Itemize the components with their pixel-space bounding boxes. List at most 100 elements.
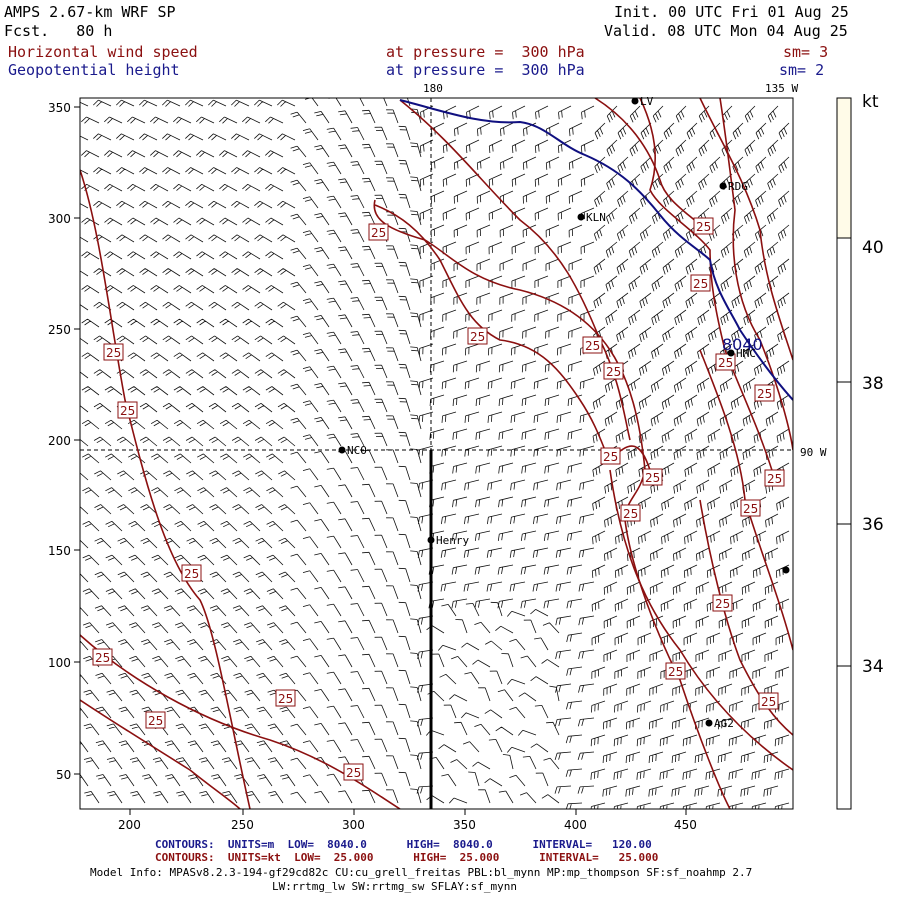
- speed-contour-8: [639, 98, 776, 481]
- field2-level: at pressure = 300 hPa: [386, 61, 585, 79]
- station-marker-rdg: [719, 182, 727, 190]
- field2-smoothing: sm= 2: [779, 61, 825, 79]
- speed-label: 25: [645, 471, 660, 485]
- speed-contour-13: [719, 98, 793, 451]
- speed-label: 25: [718, 356, 733, 370]
- x-tick-250: 250: [231, 818, 254, 832]
- speed-label-box: [642, 468, 663, 486]
- speed-label: 25: [743, 502, 758, 516]
- speed-label-box: [758, 692, 779, 710]
- y-tick-200: 200: [48, 434, 71, 448]
- speed-label: 25: [693, 277, 708, 291]
- speed-contour-9: [699, 98, 793, 361]
- speed-contour-2: [80, 634, 401, 809]
- station-label-kln: KLN: [586, 211, 606, 224]
- forecast-hour: Fcst. 80 h: [4, 22, 113, 40]
- field1-smoothing: sm= 3: [783, 43, 829, 61]
- y-axis-ticks: 50 100 150 200 250 300 350: [48, 101, 80, 782]
- speed-label: 25: [346, 766, 361, 780]
- speed-label: 25: [120, 404, 135, 418]
- speed-label-box: [693, 217, 714, 235]
- speed-contour-7: [594, 98, 701, 226]
- colorbar: kt 40 38 36 34: [836, 92, 884, 810]
- speed-label: 25: [106, 346, 121, 360]
- speed-label-box: [103, 343, 124, 361]
- speed-label-box: [690, 274, 711, 292]
- footer-model-info: Model Info: MPASv8.2.3-194-gf29cd82c CU:…: [90, 866, 753, 879]
- speed-label-box: [603, 362, 624, 380]
- footer-physics: LW:rrtmg_lw SW:rrtmg_sw SFLAY:sf_mynn: [272, 880, 518, 893]
- y-tick-250: 250: [48, 323, 71, 337]
- speed-label-box: [754, 384, 775, 402]
- speed-label-box: [145, 711, 166, 729]
- field1-title: Horizontal wind speed: [8, 43, 198, 61]
- x-tick-450: 450: [674, 818, 697, 832]
- station-marker-nco: [338, 446, 346, 454]
- speed-label-box: [117, 401, 138, 419]
- map-frame: [79, 97, 794, 810]
- speed-label-box: [715, 353, 736, 371]
- speed-label: 25: [278, 692, 293, 706]
- speed-label-box: [368, 223, 389, 241]
- y-tick-100: 100: [48, 656, 71, 670]
- wind-barbs: [80, 98, 790, 809]
- speed-label: 25: [148, 714, 163, 728]
- speed-label: 25: [767, 472, 782, 486]
- x-axis-ticks: 200 250 300 350 400 450: [118, 809, 697, 832]
- field2-title: Geopotential height: [8, 61, 180, 79]
- station-label-henry: Henry: [436, 534, 469, 547]
- colorbar-label-40: 40: [862, 238, 884, 258]
- speed-label-box: [740, 499, 761, 517]
- stations: RDG KLN HMC NCO Henry AG2 LV: [338, 95, 790, 730]
- colorbar-unit: kt: [862, 92, 879, 112]
- y-tick-350: 350: [48, 101, 71, 115]
- speed-contour-1: [80, 169, 251, 809]
- speed-label: 25: [184, 567, 199, 581]
- speed-label-box: [712, 594, 733, 612]
- speed-label: 25: [371, 226, 386, 240]
- speed-label: 25: [606, 365, 621, 379]
- speed-label: 25: [757, 387, 772, 401]
- x-tick-200: 200: [118, 818, 141, 832]
- speed-label: 25: [696, 220, 711, 234]
- speed-label-box: [665, 662, 686, 680]
- station-marker-lv: [631, 97, 639, 105]
- init-time: Init. 00 UTC Fri 01 Aug 25: [614, 3, 849, 21]
- height-contour-8040: [399, 99, 793, 401]
- valid-time: Valid. 08 UTC Mon 04 Aug 25: [604, 22, 848, 40]
- speed-contour-labels: 25 25 25 25 25 25 25 25 25 25 25 25 25 25 25 25 25 25 25 25…: [92, 217, 785, 781]
- speed-label-box: [582, 336, 603, 354]
- station-marker-kln: [577, 213, 585, 221]
- station-marker-hmc: [727, 349, 735, 357]
- speed-label: 25: [470, 330, 485, 344]
- parallel-90w-label: 90 W: [800, 446, 827, 459]
- colorbar-fill-high: [837, 98, 851, 238]
- station-marker-ag2: [705, 719, 713, 727]
- colorbar-frame: [836, 97, 852, 810]
- height-contour-label: 8040: [722, 335, 763, 354]
- model-title: AMPS 2.67-km WRF SP: [4, 3, 176, 21]
- speed-contour-3: [80, 699, 241, 809]
- speed-label: 25: [95, 651, 110, 665]
- speed-label: 25: [715, 597, 730, 611]
- speed-label: 25: [668, 665, 683, 679]
- colorbar-label-34: 34: [862, 657, 884, 677]
- speed-label-box: [181, 564, 202, 582]
- speed-label-box: [343, 763, 364, 781]
- speed-label-box: [764, 469, 785, 487]
- speed-label: 25: [761, 695, 776, 709]
- y-tick-50: 50: [56, 768, 71, 782]
- speed-label-box: [620, 504, 641, 522]
- colorbar-label-36: 36: [862, 515, 884, 535]
- speed-contour-12: [699, 499, 793, 736]
- y-tick-150: 150: [48, 544, 71, 558]
- wind-barb-field: [80, 98, 790, 809]
- speed-label-box: [92, 648, 113, 666]
- station-marker-edge: [782, 566, 790, 574]
- x-tick-400: 400: [564, 818, 587, 832]
- speed-label-box: [600, 447, 621, 465]
- speed-label-box: [467, 327, 488, 345]
- speed-contour-4: [374, 204, 651, 471]
- y-tick-300: 300: [48, 212, 71, 226]
